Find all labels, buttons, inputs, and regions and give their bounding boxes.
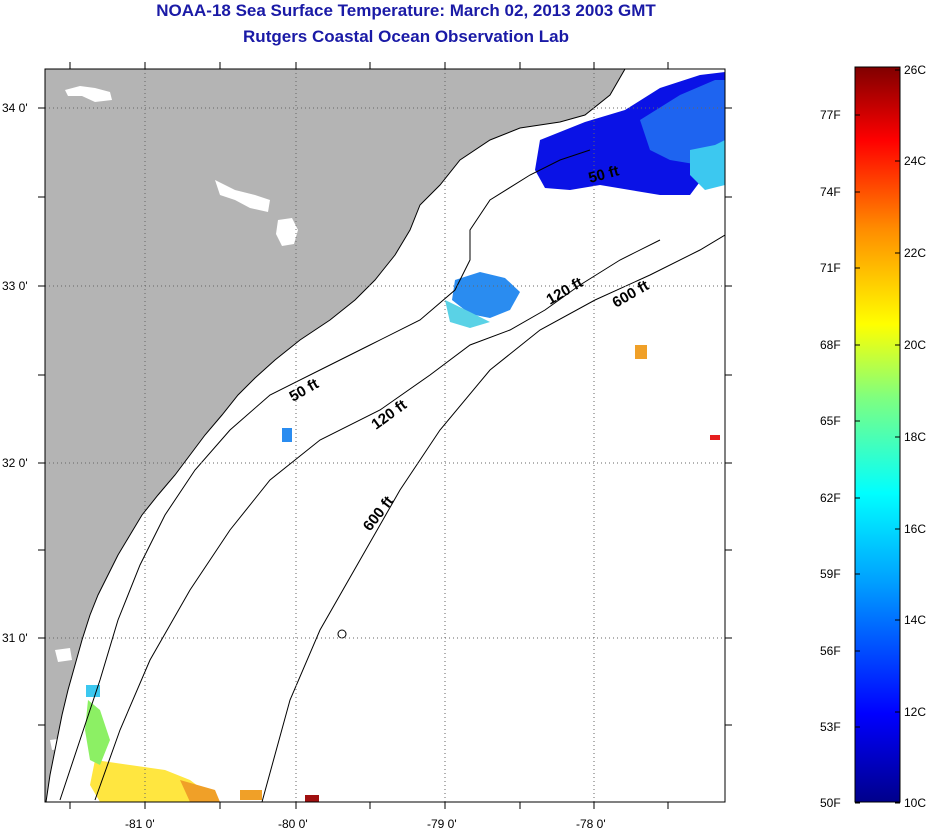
lon-label: -81 0' — [125, 817, 155, 831]
sst-pixel-4 — [240, 790, 262, 800]
sst-pixel-6 — [86, 685, 100, 697]
celsius-ticks: 26C 24C 22C 20C 18C 16C 14C 12C 10C — [895, 63, 926, 810]
map-subtitle: Rutgers Coastal Ocean Observation Lab — [243, 27, 569, 46]
lat-label: 34 0' — [2, 101, 28, 115]
sst-patch-south-orange — [180, 780, 220, 802]
map-title: NOAA-18 Sea Surface Temperature: March 0… — [156, 1, 656, 20]
colorbar-f-label: 59F — [820, 567, 841, 581]
sst-patch-mid — [452, 272, 520, 318]
lat-label: 32 0' — [2, 456, 28, 470]
lat-label: 31 0' — [2, 631, 28, 645]
colorbar-f-label: 68F — [820, 338, 841, 352]
colorbar-gradient — [854, 66, 901, 803]
lake-3 — [276, 218, 298, 246]
lake-2 — [215, 180, 270, 212]
sst-patch-north-light — [640, 80, 725, 165]
map-frame — [44, 68, 726, 803]
lon-label: -79 0' — [427, 817, 457, 831]
colorbar: 77F 74F 71F 68F 65F 62F 59F 56F 53F 50F 26C 24C 22C… — [820, 63, 926, 810]
contour-50ft — [59, 149, 591, 801]
colorbar-c-label: 10C — [904, 796, 926, 810]
colorbar-f-label: 74F — [820, 185, 841, 199]
colorbar-f-label: 77F — [820, 108, 841, 122]
sst-patch-south-green — [85, 700, 110, 765]
lake-4 — [55, 648, 72, 662]
sst-pixel-2 — [710, 435, 720, 440]
colorbar-c-label: 14C — [904, 613, 926, 627]
land-area — [45, 69, 625, 802]
colorbar-f-label: 62F — [820, 491, 841, 505]
colorbar-c-label: 18C — [904, 430, 926, 444]
colorbar-f-label: 71F — [820, 261, 841, 275]
colorbar-c-label: 24C — [904, 154, 926, 168]
lon-label: -80 0' — [278, 817, 308, 831]
sst-patch-north-cyan — [690, 140, 725, 190]
grid-lines — [45, 69, 725, 802]
coastline — [45, 69, 626, 802]
colorbar-f-label: 65F — [820, 414, 841, 428]
colorbar-f-label: 56F — [820, 644, 841, 658]
colorbar-f-label: 50F — [820, 796, 841, 810]
sst-map: 50 ft 120 ft 600 ft 50 ft 120 ft 600 ft … — [2, 62, 732, 831]
colorbar-c-label: 12C — [904, 705, 926, 719]
lat-label: 33 0' — [2, 279, 28, 293]
contour-120ft — [94, 239, 661, 801]
lon-label: -78 0' — [576, 817, 606, 831]
colorbar-c-label: 20C — [904, 338, 926, 352]
axis-ticks — [38, 62, 732, 809]
colorbar-c-label: 16C — [904, 522, 926, 536]
colorbar-f-label: 53F — [820, 720, 841, 734]
sst-pixel-3 — [282, 428, 292, 442]
sst-pixel-1 — [635, 345, 647, 359]
lake-5 — [50, 738, 68, 750]
lake-1 — [65, 86, 112, 102]
contour-600ft — [261, 234, 725, 802]
fahrenheit-ticks: 77F 74F 71F 68F 65F 62F 59F 56F 53F 50F — [820, 108, 860, 810]
sst-patch-mid-light — [445, 300, 490, 328]
sst-pixel-5 — [305, 795, 319, 802]
colorbar-c-label: 22C — [904, 246, 926, 260]
colorbar-c-label: 26C — [904, 63, 926, 77]
sst-patch-south — [90, 760, 210, 802]
